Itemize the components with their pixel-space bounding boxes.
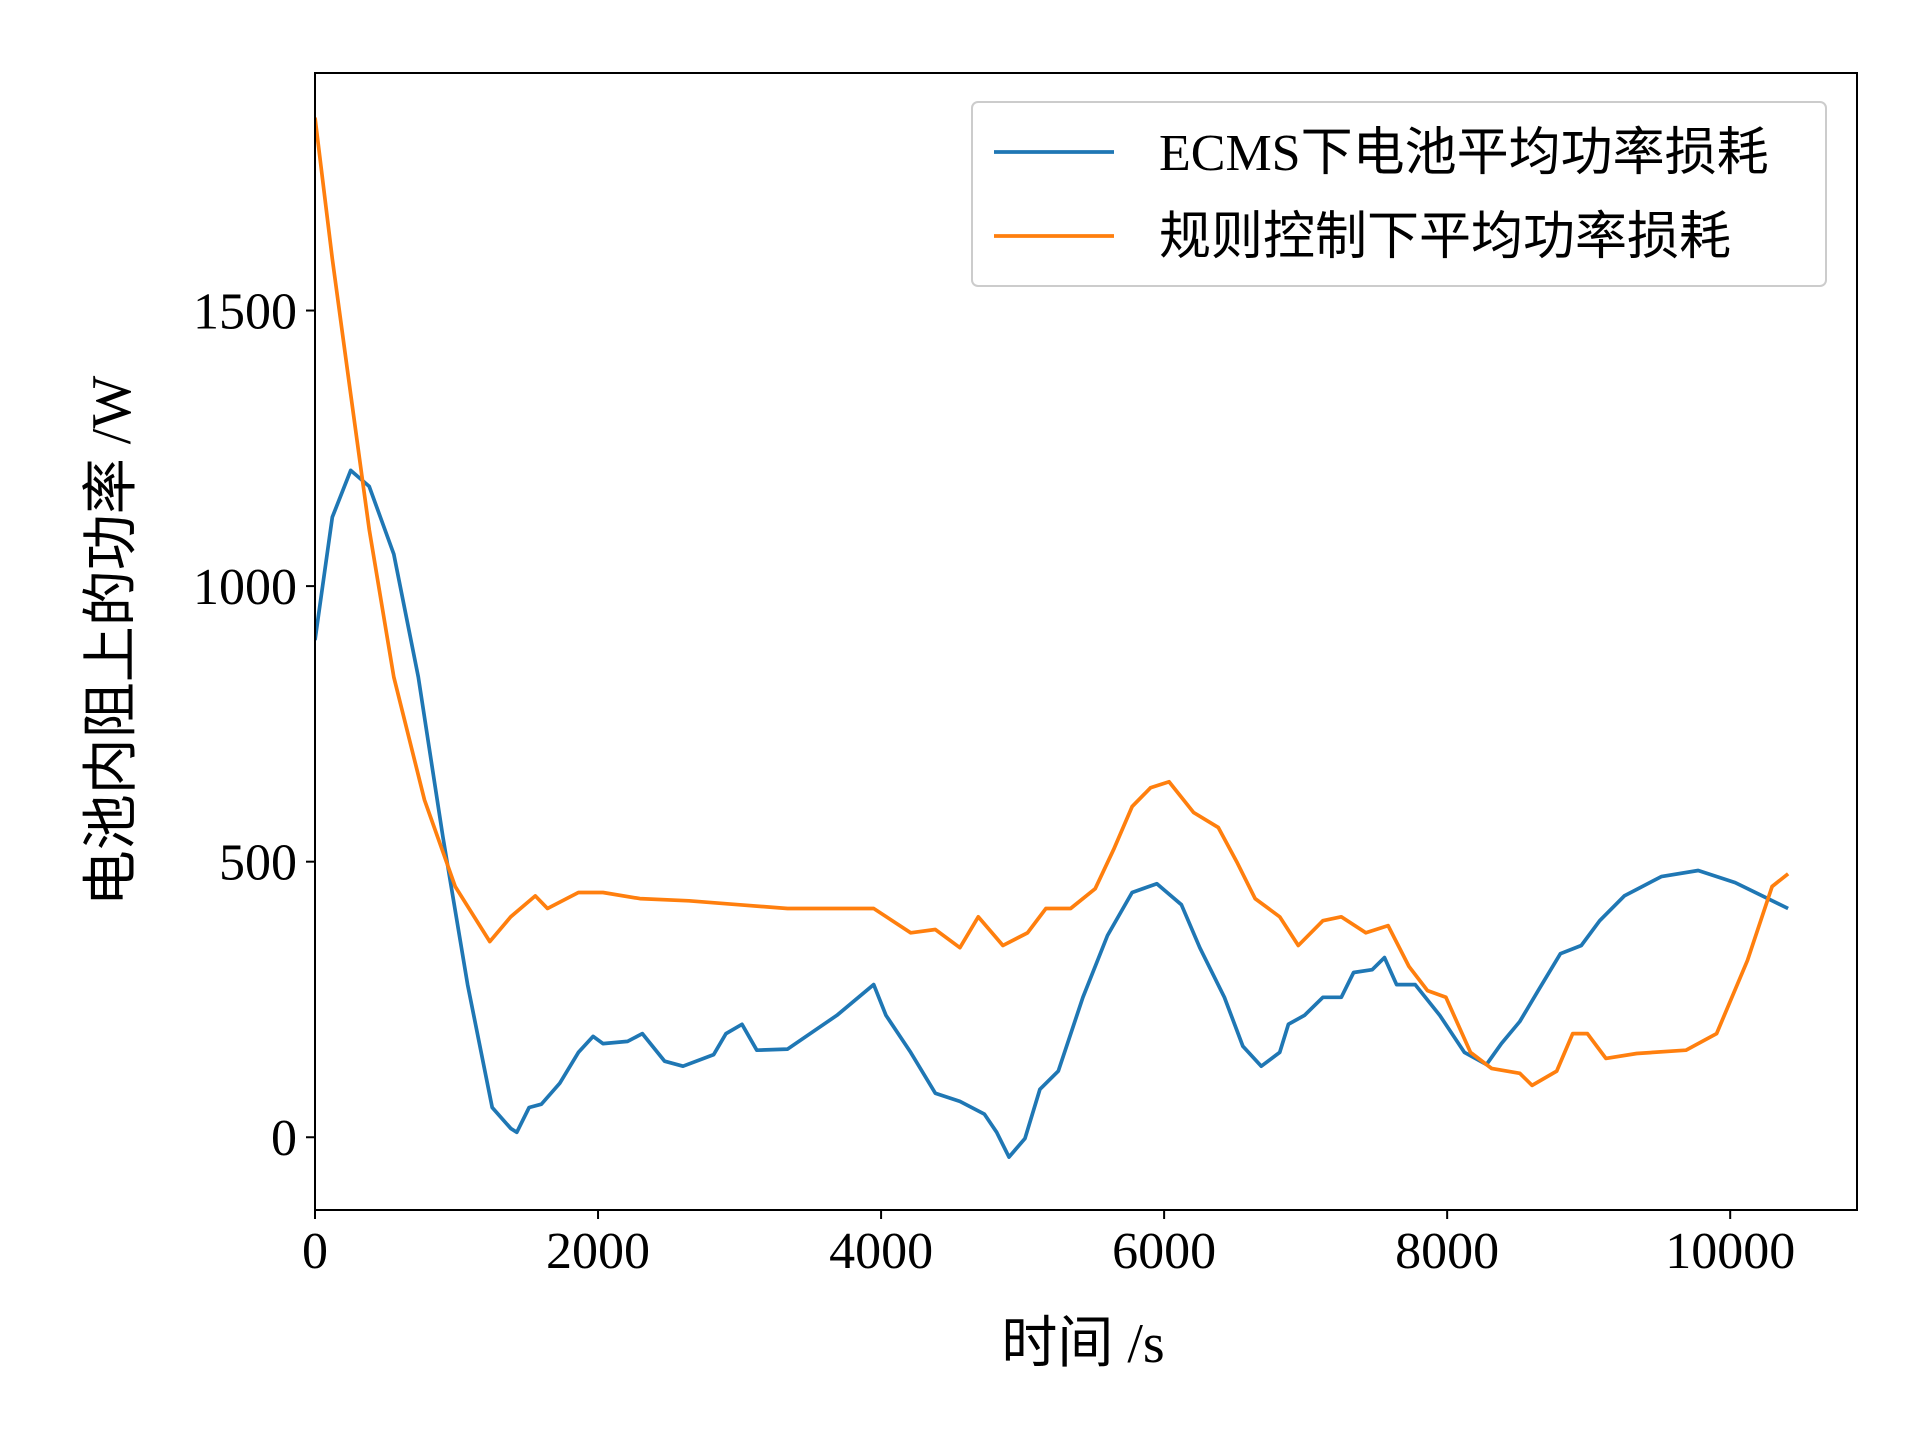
x-axis-label: 时间 /s: [1001, 1313, 1164, 1375]
y-axis-label: 电池内阻上的功率 /W: [81, 376, 143, 907]
plot-frame: [314, 72, 1858, 1211]
legend-box: [971, 101, 1827, 287]
series-line: [315, 468, 1789, 1159]
series-line: [315, 117, 1790, 1088]
x-tick-label: 4000: [829, 1223, 933, 1280]
y-tick-label: 1500: [193, 284, 297, 341]
x-tick-label: 10000: [1665, 1223, 1795, 1280]
x-tick-label: 6000: [1112, 1223, 1216, 1280]
legend-label: 规则控制下平均功率损耗: [1159, 209, 1731, 266]
x-tick-label: 0: [302, 1223, 328, 1280]
y-tick-label: 1000: [193, 559, 297, 616]
y-tick-label: 0: [271, 1110, 297, 1167]
x-tick-label: 8000: [1395, 1223, 1499, 1280]
legend-label: ECMS下电池平均功率损耗: [1159, 125, 1769, 182]
x-tick-label: 2000: [546, 1223, 650, 1280]
y-tick-label: 500: [219, 835, 297, 892]
